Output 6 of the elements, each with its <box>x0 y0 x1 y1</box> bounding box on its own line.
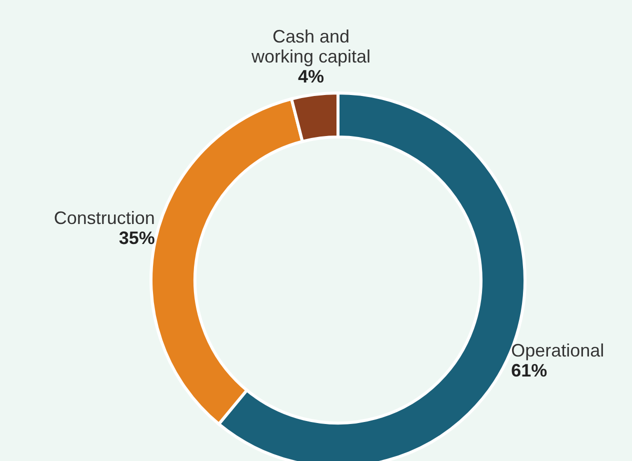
slice-label: Construction <box>54 208 155 228</box>
data-label: 4% <box>298 66 324 86</box>
data-label: 61% <box>511 360 548 380</box>
slice-label: Operational <box>511 340 604 360</box>
data-label: 35% <box>118 228 155 248</box>
slice-label: Cash and working capital <box>250 26 371 66</box>
